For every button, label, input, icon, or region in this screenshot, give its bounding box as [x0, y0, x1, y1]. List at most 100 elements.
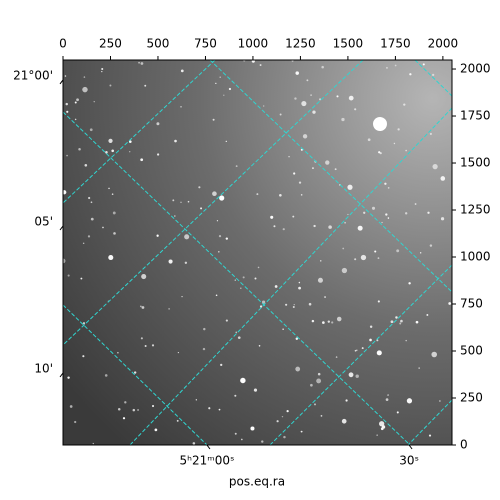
- star: [203, 327, 206, 331]
- frame: [62, 59, 453, 446]
- star: [404, 212, 408, 215]
- grid-line: [209, 60, 452, 293]
- ra-tick: [206, 444, 211, 450]
- star: [396, 411, 399, 414]
- star: [387, 394, 389, 396]
- star: [87, 235, 91, 238]
- star: [263, 105, 265, 107]
- star: [67, 274, 70, 277]
- star: [216, 220, 219, 222]
- star: [363, 211, 366, 214]
- star: [394, 64, 397, 67]
- star: [376, 434, 378, 436]
- star: [429, 244, 433, 247]
- star: [300, 194, 303, 196]
- star: [298, 181, 302, 184]
- star: [347, 184, 353, 190]
- star: [310, 94, 312, 96]
- star: [140, 62, 144, 65]
- star: [140, 337, 143, 340]
- y-tick-label: 1750: [460, 109, 491, 123]
- star: [300, 430, 303, 433]
- x-tick-label: 2000: [428, 37, 459, 51]
- star: [82, 242, 85, 245]
- dec-tick: [59, 225, 64, 231]
- star: [292, 305, 295, 309]
- y-tick-label: 0: [460, 438, 468, 452]
- star: [144, 84, 147, 87]
- star: [387, 217, 390, 219]
- star: [320, 260, 322, 262]
- star: [251, 60, 255, 63]
- star: [342, 247, 345, 250]
- grid-line: [414, 60, 452, 97]
- star: [66, 110, 69, 113]
- star: [90, 201, 93, 204]
- star: [288, 155, 290, 158]
- star: [354, 349, 357, 352]
- star: [83, 76, 86, 78]
- star: [316, 378, 322, 384]
- x-tick-label: 0: [59, 37, 67, 51]
- star: [393, 142, 396, 145]
- star: [208, 407, 211, 410]
- star: [334, 168, 337, 171]
- star: [341, 267, 348, 274]
- star: [156, 153, 160, 156]
- star: [312, 110, 316, 114]
- star: [386, 67, 388, 69]
- star: [360, 254, 367, 261]
- star: [325, 160, 330, 165]
- star: [345, 399, 348, 402]
- star: [274, 285, 278, 288]
- star: [357, 225, 363, 231]
- star: [310, 383, 313, 387]
- star: [298, 286, 301, 290]
- star: [113, 232, 116, 235]
- star: [184, 261, 188, 264]
- star: [111, 149, 115, 153]
- x-axis-label: pos.eq.ra: [229, 475, 285, 489]
- star: [376, 339, 379, 342]
- star: [108, 187, 110, 190]
- star: [117, 351, 119, 354]
- star: [369, 338, 372, 342]
- star: [220, 363, 223, 367]
- star: [354, 258, 357, 261]
- dec-tick: [59, 79, 64, 85]
- star: [418, 367, 420, 369]
- star: [65, 102, 68, 106]
- star: [432, 164, 438, 170]
- star: [151, 344, 155, 347]
- star: [141, 274, 147, 280]
- star: [381, 425, 386, 429]
- star: [308, 302, 312, 306]
- star: [356, 349, 358, 351]
- star: [63, 190, 67, 195]
- star: [312, 167, 314, 169]
- star: [348, 372, 354, 378]
- star: [223, 94, 225, 96]
- star: [74, 420, 77, 424]
- star: [295, 366, 301, 372]
- star: [367, 138, 371, 142]
- stars: [63, 60, 452, 445]
- star: [90, 217, 94, 221]
- star: [218, 251, 220, 253]
- star: [369, 325, 373, 329]
- star: [102, 226, 104, 229]
- star: [156, 122, 160, 126]
- star: [151, 404, 155, 408]
- star: [105, 151, 108, 154]
- x-tick-label: 1500: [333, 37, 364, 51]
- star: [253, 388, 258, 392]
- star: [67, 376, 70, 379]
- star: [279, 193, 282, 197]
- dec-tick: [59, 372, 64, 378]
- star: [319, 98, 322, 101]
- star: [174, 215, 176, 217]
- star: [192, 442, 196, 445]
- star: [295, 337, 299, 340]
- star: [399, 322, 402, 325]
- star: [104, 374, 108, 377]
